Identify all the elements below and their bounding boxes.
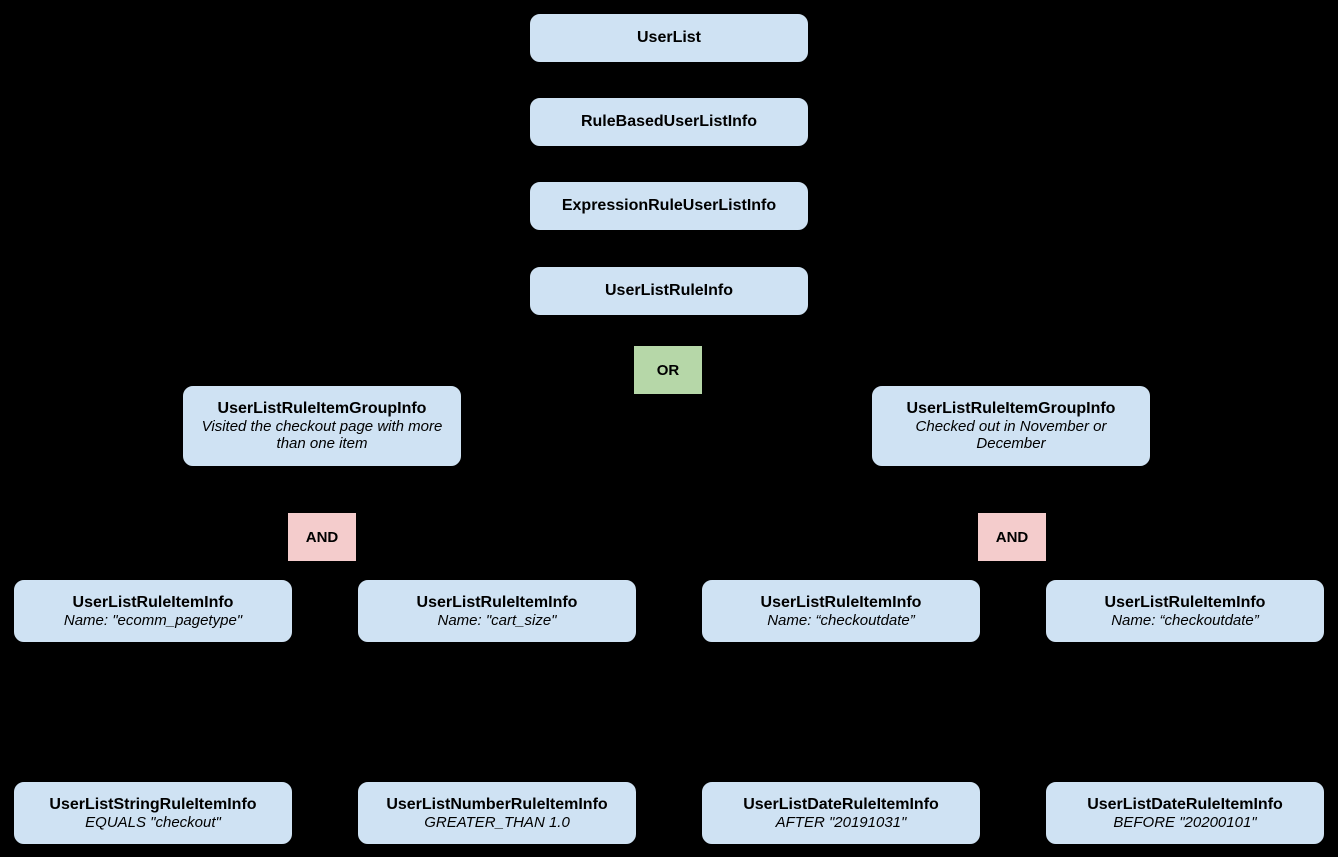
node-subtitle: GREATER_THAN 1.0 [424, 814, 570, 831]
node-subtitle: AFTER "20191031" [776, 814, 907, 831]
node-subtitle: Name: "cart_size" [437, 612, 556, 629]
operator-label: OR [657, 362, 680, 379]
node-title: UserListNumberRuleItemInfo [386, 796, 607, 814]
node-title: UserListRuleItemInfo [1105, 594, 1266, 612]
node-subtitle: Checked out in November or December [882, 418, 1140, 452]
operator-label: AND [306, 529, 339, 546]
node-expressionruleuserlistinfo: ExpressionRuleUserListInfo [528, 180, 810, 232]
node-title: RuleBasedUserListInfo [581, 113, 757, 131]
node-subtitle: Visited the checkout page with more than… [193, 418, 451, 452]
node-title: UserListDateRuleItemInfo [743, 796, 939, 814]
node-title: UserListStringRuleItemInfo [49, 796, 256, 814]
node-title: UserList [637, 29, 701, 47]
node-rule-2: UserListNumberRuleItemInfo GREATER_THAN … [356, 780, 638, 846]
node-subtitle: Name: “checkoutdate” [767, 612, 915, 629]
node-title: UserListRuleItemGroupInfo [907, 400, 1116, 418]
node-subtitle: BEFORE "20200101" [1113, 814, 1256, 831]
node-title: UserListRuleItemInfo [417, 594, 578, 612]
node-rule-1: UserListStringRuleItemInfo EQUALS "check… [12, 780, 294, 846]
node-item-3: UserListRuleItemInfo Name: “checkoutdate… [700, 578, 982, 644]
node-subtitle: Name: "ecomm_pagetype" [64, 612, 242, 629]
node-title: UserListRuleItemGroupInfo [218, 400, 427, 418]
node-subtitle: EQUALS "checkout" [85, 814, 221, 831]
node-title: UserListDateRuleItemInfo [1087, 796, 1283, 814]
node-group-left: UserListRuleItemGroupInfo Visited the ch… [181, 384, 463, 468]
node-item-2: UserListRuleItemInfo Name: "cart_size" [356, 578, 638, 644]
node-title: ExpressionRuleUserListInfo [562, 197, 776, 215]
node-rulebaseduserlistinfo: RuleBasedUserListInfo [528, 96, 810, 148]
node-group-right: UserListRuleItemGroupInfo Checked out in… [870, 384, 1152, 468]
node-title: UserListRuleItemInfo [761, 594, 922, 612]
node-title: UserListRuleInfo [605, 282, 733, 300]
node-userlistruleinfo: UserListRuleInfo [528, 265, 810, 317]
node-subtitle: Name: “checkoutdate” [1111, 612, 1259, 629]
node-userlist: UserList [528, 12, 810, 64]
operator-label: AND [996, 529, 1029, 546]
operator-and-right: AND [976, 511, 1048, 563]
node-item-4: UserListRuleItemInfo Name: “checkoutdate… [1044, 578, 1326, 644]
node-item-1: UserListRuleItemInfo Name: "ecomm_pagety… [12, 578, 294, 644]
operator-or: OR [632, 344, 704, 396]
node-rule-4: UserListDateRuleItemInfo BEFORE "2020010… [1044, 780, 1326, 846]
node-title: UserListRuleItemInfo [73, 594, 234, 612]
operator-and-left: AND [286, 511, 358, 563]
node-rule-3: UserListDateRuleItemInfo AFTER "20191031… [700, 780, 982, 846]
